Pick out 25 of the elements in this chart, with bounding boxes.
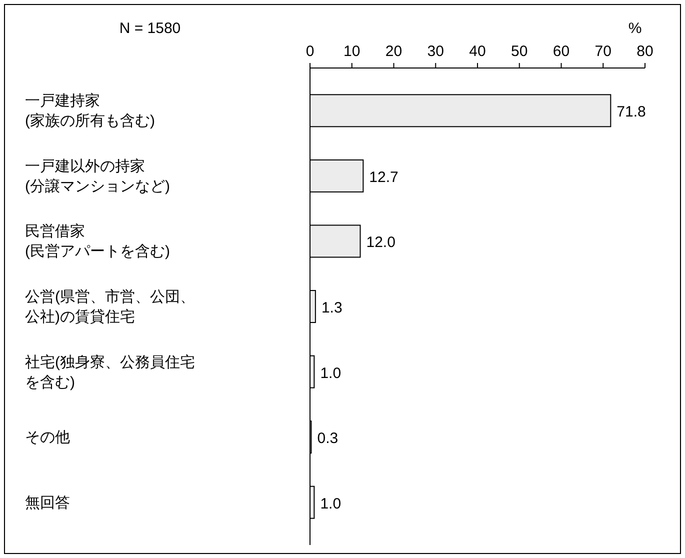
x2-tick-label: 30 [427, 43, 444, 60]
y-tick-label: 社宅(独身寮、公務員住宅を含む) [25, 354, 195, 391]
data-label: 71.8 [616, 104, 646, 121]
data-label: 1.0 [320, 364, 342, 382]
y-tick-label: 一戸建持家(家族の所有も含む) [25, 92, 155, 130]
y-tick-label: 無回答 [25, 494, 70, 512]
y-tick-label: その他 [25, 429, 70, 446]
x2-tick-label: 70 [594, 43, 612, 60]
text: N = 1580 [119, 20, 181, 37]
data-label: 1.0 [320, 495, 342, 512]
y-tick-label: 一戸建以外の持家(分譲マンションなど) [25, 158, 170, 195]
x2-tick-label: 80 [636, 43, 654, 60]
x2-tick-label: 40 [469, 43, 486, 60]
data-label: 12.0 [366, 234, 396, 252]
x2-tick-label: 20 [385, 43, 402, 60]
data-label: 12.7 [369, 168, 398, 186]
x-axis-title: % [628, 20, 642, 37]
data-label: 0.3 [317, 430, 338, 448]
y-tick-label: 民営借家(民営アパートを含む) [25, 223, 170, 260]
x2-tick-label: 0 [306, 43, 314, 60]
x2-tick-label: 50 [511, 43, 528, 60]
data-label: 1.3 [321, 300, 342, 316]
x2-tick-label: 10 [344, 43, 360, 60]
y-tick-label: 公営(県営、市営、公団、公社)の賃貸住宅 [25, 288, 195, 326]
x2-tick-label: 60 [552, 43, 570, 60]
